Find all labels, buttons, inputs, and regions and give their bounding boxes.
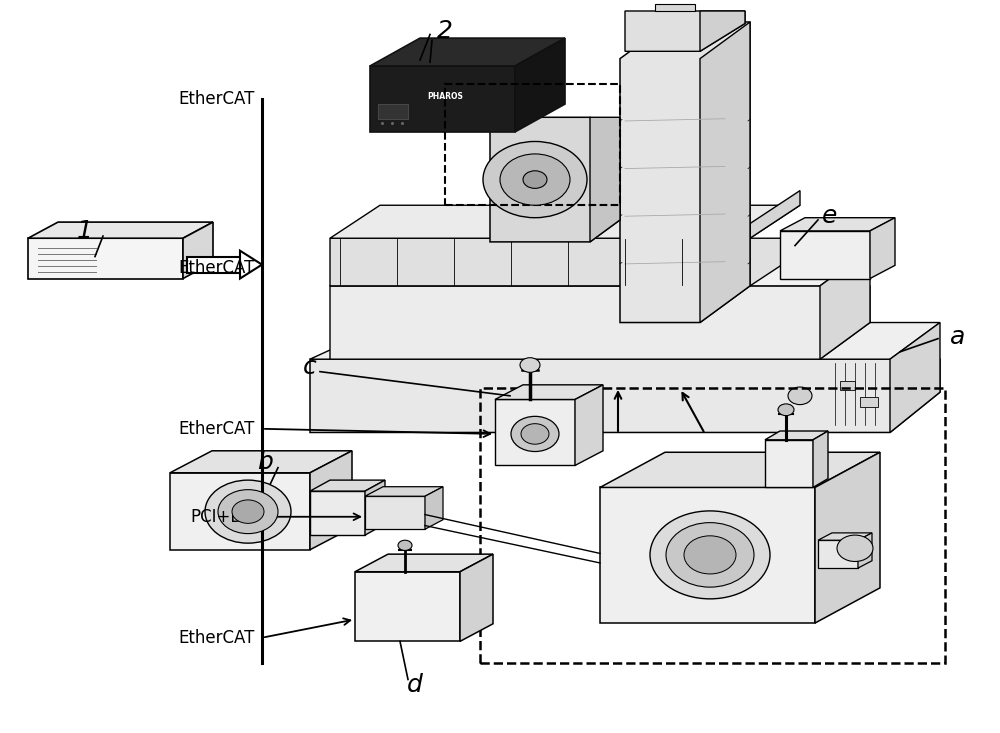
Text: EtherCAT: EtherCAT bbox=[179, 420, 255, 438]
Polygon shape bbox=[495, 385, 603, 399]
Polygon shape bbox=[600, 487, 815, 623]
Polygon shape bbox=[170, 451, 352, 473]
Polygon shape bbox=[750, 191, 800, 238]
Circle shape bbox=[521, 424, 549, 444]
Polygon shape bbox=[780, 218, 895, 231]
Polygon shape bbox=[355, 554, 493, 572]
Polygon shape bbox=[460, 554, 493, 641]
Bar bbox=[445, 84, 620, 205]
Circle shape bbox=[778, 404, 794, 416]
Text: 2: 2 bbox=[437, 19, 453, 43]
Text: EtherCAT: EtherCAT bbox=[179, 90, 255, 108]
Bar bbox=[480, 388, 945, 663]
Polygon shape bbox=[330, 205, 800, 238]
Polygon shape bbox=[780, 231, 870, 279]
Circle shape bbox=[205, 480, 291, 543]
Polygon shape bbox=[370, 66, 515, 132]
Text: 1: 1 bbox=[77, 219, 93, 243]
Polygon shape bbox=[765, 431, 828, 440]
Polygon shape bbox=[495, 399, 575, 465]
Text: PCI+DB: PCI+DB bbox=[190, 508, 255, 526]
Polygon shape bbox=[187, 257, 244, 273]
Polygon shape bbox=[765, 440, 813, 487]
Polygon shape bbox=[330, 286, 870, 359]
Text: a: a bbox=[950, 325, 966, 349]
Circle shape bbox=[483, 141, 587, 218]
Circle shape bbox=[218, 490, 278, 534]
Polygon shape bbox=[818, 533, 872, 540]
Circle shape bbox=[666, 523, 754, 587]
Polygon shape bbox=[575, 385, 603, 465]
Polygon shape bbox=[490, 117, 620, 242]
Polygon shape bbox=[858, 533, 872, 568]
Polygon shape bbox=[813, 431, 828, 487]
Polygon shape bbox=[625, 11, 745, 51]
Polygon shape bbox=[28, 222, 213, 238]
Circle shape bbox=[232, 500, 264, 523]
Polygon shape bbox=[28, 238, 183, 279]
Text: b: b bbox=[257, 450, 273, 474]
Text: EtherCAT: EtherCAT bbox=[179, 629, 255, 647]
Circle shape bbox=[650, 511, 770, 599]
Text: PHAROS: PHAROS bbox=[427, 92, 463, 101]
Bar bbox=[378, 104, 408, 119]
Polygon shape bbox=[700, 11, 745, 51]
Polygon shape bbox=[310, 480, 385, 491]
Polygon shape bbox=[370, 38, 565, 66]
Polygon shape bbox=[330, 249, 870, 286]
Text: EtherCAT: EtherCAT bbox=[179, 259, 255, 276]
Polygon shape bbox=[820, 249, 870, 359]
Polygon shape bbox=[515, 38, 565, 132]
Polygon shape bbox=[183, 222, 213, 279]
Polygon shape bbox=[815, 452, 880, 623]
Bar bbox=[655, 4, 695, 11]
Polygon shape bbox=[590, 117, 620, 242]
Circle shape bbox=[520, 358, 540, 372]
Polygon shape bbox=[365, 496, 425, 529]
Circle shape bbox=[398, 540, 412, 550]
Polygon shape bbox=[620, 22, 750, 323]
Circle shape bbox=[523, 171, 547, 188]
Circle shape bbox=[684, 536, 736, 574]
Text: c: c bbox=[303, 355, 317, 378]
Polygon shape bbox=[365, 480, 385, 535]
Circle shape bbox=[500, 154, 570, 205]
Polygon shape bbox=[170, 473, 310, 550]
Circle shape bbox=[837, 535, 873, 561]
Polygon shape bbox=[330, 238, 800, 286]
Polygon shape bbox=[310, 323, 940, 359]
Polygon shape bbox=[355, 572, 460, 641]
Polygon shape bbox=[870, 218, 895, 279]
Polygon shape bbox=[890, 323, 940, 432]
Circle shape bbox=[511, 416, 559, 452]
Polygon shape bbox=[310, 491, 365, 535]
Text: d: d bbox=[407, 674, 423, 697]
Text: e: e bbox=[822, 205, 838, 228]
Circle shape bbox=[788, 387, 812, 405]
Polygon shape bbox=[425, 487, 443, 529]
Polygon shape bbox=[240, 251, 262, 279]
Polygon shape bbox=[600, 452, 880, 487]
Polygon shape bbox=[700, 22, 750, 323]
Polygon shape bbox=[310, 359, 940, 432]
Polygon shape bbox=[365, 487, 443, 496]
Bar bbox=[840, 381, 855, 390]
Polygon shape bbox=[818, 540, 858, 568]
Polygon shape bbox=[310, 451, 352, 550]
Bar bbox=[860, 397, 878, 407]
